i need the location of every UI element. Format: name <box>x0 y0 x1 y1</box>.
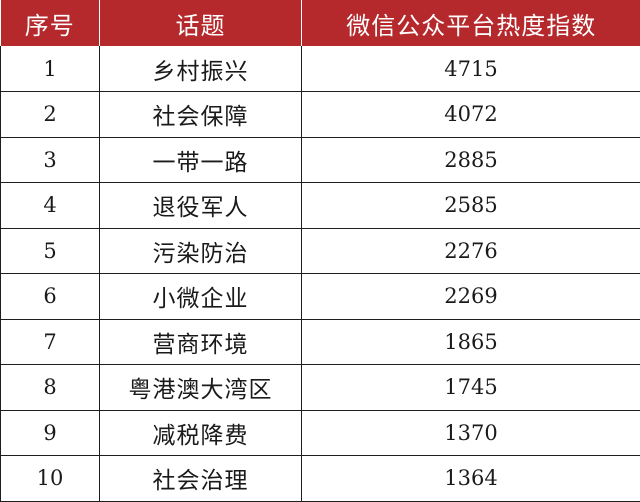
header-rank: 序号 <box>1 0 100 46</box>
rank-cell: 4 <box>1 183 100 229</box>
rank-cell: 5 <box>1 228 100 274</box>
table-row: 1 乡村振兴 4715 <box>1 46 640 92</box>
topic-cell: 乡村振兴 <box>100 46 302 92</box>
rank-cell: 10 <box>1 456 100 502</box>
heat-index-cell: 4715 <box>302 46 640 92</box>
rank-cell: 1 <box>1 46 100 92</box>
heat-index-cell: 2269 <box>302 274 640 320</box>
heat-index-cell: 2276 <box>302 228 640 274</box>
table-row: 9 减税降费 1370 <box>1 410 640 456</box>
table-row: 6 小微企业 2269 <box>1 274 640 320</box>
heat-index-cell: 1745 <box>302 365 640 411</box>
heat-index-cell: 1364 <box>302 456 640 502</box>
topic-cell: 社会保障 <box>100 92 302 138</box>
heat-index-cell: 4072 <box>302 92 640 138</box>
heat-index-cell: 2885 <box>302 137 640 183</box>
topic-cell: 退役军人 <box>100 183 302 229</box>
table-row: 7 营商环境 1865 <box>1 319 640 365</box>
rank-cell: 3 <box>1 137 100 183</box>
table-row: 5 污染防治 2276 <box>1 228 640 274</box>
heat-index-cell: 1370 <box>302 410 640 456</box>
table-row: 4 退役军人 2585 <box>1 183 640 229</box>
topic-cell: 小微企业 <box>100 274 302 320</box>
table-row: 8 粤港澳大湾区 1745 <box>1 365 640 411</box>
table-row: 3 一带一路 2885 <box>1 137 640 183</box>
heat-index-cell: 2585 <box>302 183 640 229</box>
topic-cell: 一带一路 <box>100 137 302 183</box>
table-row: 2 社会保障 4072 <box>1 92 640 138</box>
topic-cell: 污染防治 <box>100 228 302 274</box>
topic-cell: 粤港澳大湾区 <box>100 365 302 411</box>
header-row: 序号 话题 微信公众平台热度指数 <box>1 0 640 46</box>
topic-cell: 减税降费 <box>100 410 302 456</box>
header-heat-index: 微信公众平台热度指数 <box>302 0 640 46</box>
rank-cell: 7 <box>1 319 100 365</box>
topic-cell: 社会治理 <box>100 456 302 502</box>
heat-index-cell: 1865 <box>302 319 640 365</box>
rank-cell: 6 <box>1 274 100 320</box>
header-topic: 话题 <box>100 0 302 46</box>
topic-cell: 营商环境 <box>100 319 302 365</box>
rank-cell: 2 <box>1 92 100 138</box>
table-row: 10 社会治理 1364 <box>1 456 640 502</box>
rank-cell: 9 <box>1 410 100 456</box>
rank-cell: 8 <box>1 365 100 411</box>
